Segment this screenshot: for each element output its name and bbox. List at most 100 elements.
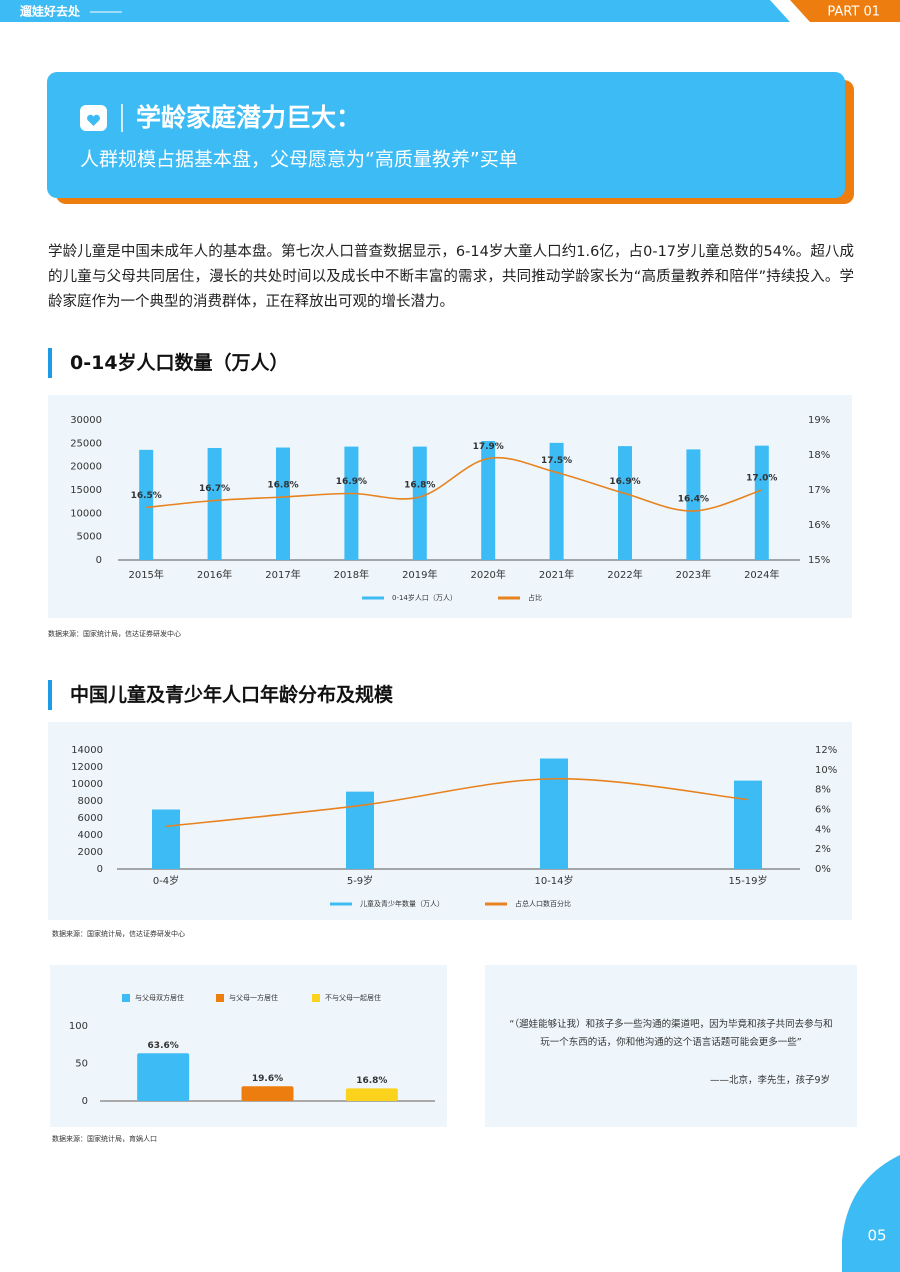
- chart-panel: [48, 722, 852, 920]
- x-tick-label: 2021年: [539, 568, 574, 581]
- section-heading: 0-14岁人口数量（万人）: [48, 348, 289, 378]
- bar: [734, 780, 762, 869]
- data-label: 17.0%: [746, 474, 777, 484]
- data-label: 19.6%: [252, 1074, 283, 1084]
- data-label: 63.6%: [148, 1041, 179, 1051]
- bar: [152, 809, 180, 869]
- data-label: 16.9%: [336, 477, 367, 487]
- chart-panel: [48, 395, 852, 618]
- y-tick-label: 20000: [70, 462, 102, 473]
- x-tick-label: 2015年: [128, 568, 163, 581]
- y-tick-label: 30000: [70, 415, 102, 426]
- data-label: 16.4%: [678, 495, 709, 505]
- line: [146, 456, 763, 512]
- y-tick-label: 0: [97, 864, 103, 875]
- bar: [754, 445, 769, 560]
- bar: [540, 758, 568, 869]
- y-tick-label: 5000: [77, 532, 102, 543]
- y-tick-label: 10000: [71, 779, 103, 790]
- bar: [241, 1086, 294, 1101]
- banner-subtitle: 人群规模占据基本盘，父母愿意为“高质量教养”买单: [80, 149, 518, 171]
- y-tick-label: 0: [82, 1096, 88, 1107]
- x-tick-label: 15-19岁: [728, 874, 767, 887]
- data-label: 16.8%: [404, 481, 435, 491]
- x-tick-label: 2020年: [470, 568, 505, 581]
- y2-tick-label: 15%: [808, 555, 830, 566]
- quote-line: 玩一个东西的话，你和他沟通的这个语言话题可能会更多一些”: [540, 1037, 802, 1048]
- quote-attribution: ——北京，李先生，孩子9岁: [709, 1075, 830, 1086]
- y2-tick-label: 8%: [815, 785, 831, 796]
- x-tick-label: 0-4岁: [153, 874, 179, 887]
- bar: [207, 448, 222, 560]
- x-tick-label: 10-14岁: [534, 874, 573, 887]
- bar: [139, 449, 154, 560]
- data-label: 16.7%: [199, 484, 230, 494]
- x-tick-label: 5-9岁: [347, 874, 373, 887]
- data-label: 17.9%: [473, 442, 504, 452]
- y2-tick-label: 2%: [815, 844, 831, 855]
- bar: [618, 446, 632, 560]
- legend-label: 不与父母一起居住: [325, 993, 381, 1002]
- legend-swatch: [312, 994, 320, 1002]
- y2-tick-label: 12%: [815, 745, 837, 756]
- source-note: 数据来源：国家统计局，信达证券研发中心: [52, 930, 185, 938]
- bar: [137, 1053, 190, 1101]
- legend-label: 占比: [528, 593, 542, 602]
- bar: [412, 446, 427, 560]
- y-tick-label: 14000: [71, 745, 103, 756]
- bar: [276, 447, 290, 560]
- part-tab: [790, 0, 900, 22]
- banner-title: 学龄家庭潜力巨大：: [136, 103, 361, 132]
- heart-icon: [87, 114, 100, 126]
- chart-panel: [50, 965, 447, 1127]
- y-tick-label: 50: [75, 1059, 88, 1070]
- quote: “（遛娃能够让我）和孩子多一些沟通的渠道吧，因为毕竟和孩子共同去参与和 玩一个东…: [500, 1016, 842, 1052]
- y-tick-label: 100: [69, 1021, 88, 1032]
- x-tick-label: 2023年: [676, 568, 711, 581]
- y-tick-label: 2000: [78, 847, 103, 858]
- y-tick-label: 25000: [70, 438, 102, 449]
- legend-label: 占总人口数百分比: [515, 899, 571, 908]
- top-bar: [0, 0, 900, 22]
- bar: [346, 791, 374, 869]
- legend-swatch: [122, 994, 130, 1002]
- data-label: 17.5%: [541, 456, 572, 466]
- y-tick-label: 4000: [78, 830, 103, 841]
- banner: [47, 72, 845, 198]
- legend-label: 儿童及青少年数量（万人）: [360, 899, 444, 908]
- bar: [345, 1088, 398, 1101]
- corner-shape: [842, 1155, 900, 1272]
- x-tick-label: 2016年: [197, 568, 232, 581]
- intro-paragraph: 学龄儿童是中国未成年人的基本盘。第七次人口普查数据显示，6-14岁大童人口约1.…: [48, 244, 854, 310]
- y-tick-label: 15000: [70, 485, 102, 496]
- x-tick-label: 2017年: [265, 568, 300, 581]
- y2-tick-label: 10%: [815, 765, 837, 776]
- source-note: 数据来源：国家统计局，育娲人口: [52, 1135, 157, 1143]
- data-label: 16.9%: [609, 477, 640, 487]
- y-tick-label: 6000: [78, 813, 103, 824]
- section-heading: 中国儿童及青少年人口年龄分布及规模: [48, 680, 393, 710]
- bar: [481, 441, 496, 560]
- y2-tick-label: 6%: [815, 805, 831, 816]
- legend-label: 与父母双方居住: [135, 993, 184, 1002]
- y-tick-label: 12000: [71, 762, 103, 773]
- source-note: 数据来源：国家统计局，信达证券研发中心: [48, 630, 181, 638]
- data-label: 16.8%: [267, 481, 298, 491]
- x-tick-label: 2024年: [744, 568, 779, 581]
- y2-tick-label: 4%: [815, 824, 831, 835]
- x-tick-label: 2019年: [402, 568, 437, 581]
- legend-label: 0-14岁人口（万人）: [392, 593, 457, 602]
- y2-tick-label: 16%: [808, 520, 830, 531]
- brand: 遛娃好去处: [19, 4, 81, 19]
- y2-tick-label: 19%: [808, 415, 830, 426]
- part-label: PART 01: [827, 5, 880, 20]
- data-label: 16.5%: [131, 491, 162, 501]
- y2-tick-label: 0%: [815, 864, 831, 875]
- quote-line: “（遛娃能够让我）和孩子多一些沟通的渠道吧，因为毕竟和孩子共同去参与和: [509, 1019, 833, 1030]
- x-tick-label: 2018年: [334, 568, 369, 581]
- bar: [686, 449, 701, 560]
- legend-label: 与父母一方居住: [229, 993, 278, 1002]
- y-tick-label: 0: [96, 555, 102, 566]
